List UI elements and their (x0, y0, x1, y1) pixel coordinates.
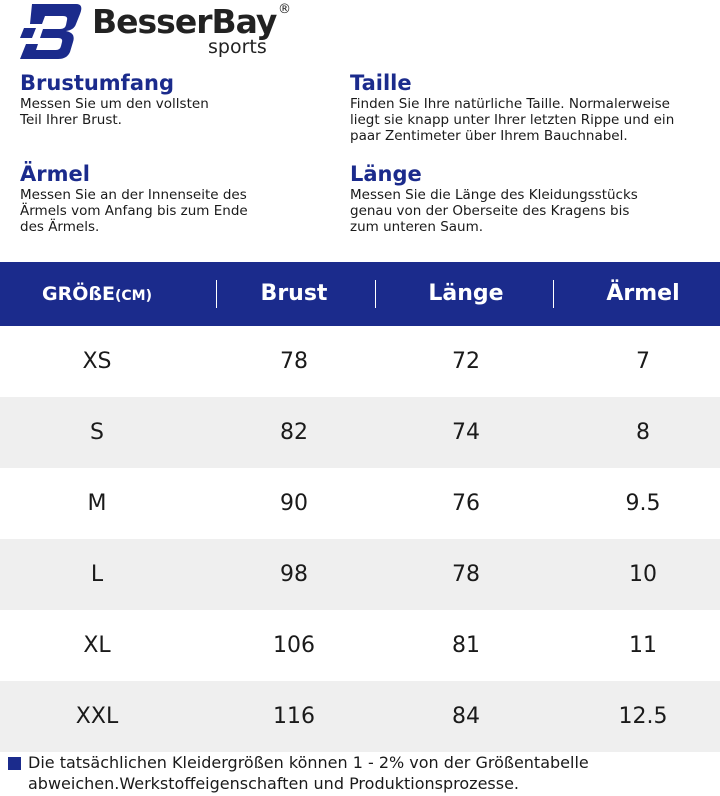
text-line: Messen Sie um den vollsten (20, 96, 209, 112)
header-text: Ärmel (606, 281, 680, 306)
registered-mark: ® (278, 2, 291, 17)
logo-icon (20, 4, 82, 59)
table-header: GRÖßE(CM) Brust Länge Ärmel (0, 262, 720, 326)
table-cell: 10 (629, 562, 657, 587)
header-cell: Brust (214, 262, 374, 326)
table-cell: XXL (75, 704, 119, 729)
table-cell: L (90, 562, 104, 587)
header-unit: (CM) (115, 288, 153, 304)
footnote-line: Die tatsächlichen Kleidergrößen können 1… (28, 753, 589, 772)
text-line: Ärmels vom Anfang bis zum Ende (20, 203, 248, 219)
table-row: M 90 76 9.5 (0, 468, 720, 539)
footnote: Die tatsächlichen Kleidergrößen können 1… (28, 752, 589, 794)
table-cell: 90 (280, 491, 308, 516)
table-cell: XL (83, 633, 111, 658)
bullet (8, 757, 21, 770)
header-cell: GRÖßE(CM) (17, 262, 177, 326)
table-cell: 78 (280, 349, 308, 374)
definition-title: Länge (350, 162, 422, 186)
table-cell: 7 (636, 349, 650, 374)
table-cell: 106 (273, 633, 315, 658)
table-cell: 72 (452, 349, 480, 374)
table-cell: 78 (452, 562, 480, 587)
header-cell: Ärmel (563, 262, 720, 326)
table-row: XXL 116 84 12.5 (0, 681, 720, 752)
brand-name: BesserBay (92, 2, 277, 41)
table-cell: 12.5 (618, 704, 668, 729)
table-row: XS 78 72 7 (0, 326, 720, 397)
text-line: liegt sie knapp unter Ihrer letzten Ripp… (350, 112, 675, 128)
separator (553, 280, 554, 308)
definition-title: Brustumfang (20, 71, 174, 95)
definition-title: Ärmel (20, 162, 90, 186)
definition: Taille Finden Sie Ihre natürliche Taille.… (350, 70, 700, 144)
definition-title: Taille (350, 71, 412, 95)
table-cell: 98 (280, 562, 308, 587)
table-cell: 9.5 (625, 491, 661, 516)
table-cell: XS (82, 349, 112, 374)
brand-sub: sports (208, 36, 267, 58)
text-line: paar Zentimeter über Ihrem Bauchnabel. (350, 128, 628, 144)
table-cell: 74 (452, 420, 480, 445)
text-line: Messen Sie an der Innenseite des (20, 187, 247, 203)
definition: Ärmel Messen Sie an der Innenseite des Ärm… (20, 161, 370, 235)
table-row: L 98 78 10 (0, 539, 720, 610)
text-line: zum unteren Saum. (350, 219, 484, 235)
header-text: Brust (260, 281, 328, 306)
definition-text: Messen Sie die Länge des Kleidungsstücks… (350, 187, 700, 235)
table-cell: 116 (273, 704, 315, 729)
text-line: Teil Ihrer Brust. (20, 112, 122, 128)
table-cell: 11 (629, 633, 657, 658)
header-text: Länge (428, 281, 504, 306)
footnote-line: abweichen.Werkstoffeigenschaften und Pro… (28, 774, 520, 793)
text-line: Messen Sie die Länge des Kleidungsstücks (350, 187, 638, 203)
header-text: GRÖßE (41, 283, 115, 305)
table-cell: M (87, 491, 107, 516)
table-row: S 82 74 8 (0, 397, 720, 468)
definition: Brustumfang Messen Sie um den vollsten Tei… (20, 70, 370, 128)
header-cell: Länge (386, 262, 546, 326)
text-line: genau von der Oberseite des Kragens bis (350, 203, 630, 219)
table-row: XL 106 81 11 (0, 610, 720, 681)
table-cell: 76 (452, 491, 480, 516)
separator (375, 280, 376, 308)
definition-text: Messen Sie an der Innenseite des Ärmels v… (20, 187, 370, 235)
definition-text: Messen Sie um den vollsten Teil Ihrer Bru… (20, 96, 370, 128)
text-line: Finden Sie Ihre natürliche Taille. Norma… (350, 96, 670, 112)
separator (216, 280, 217, 308)
table-cell: 81 (452, 633, 480, 658)
table-cell: S (90, 420, 104, 445)
definition: Länge Messen Sie die Länge des Kleidungss… (350, 161, 700, 235)
text-line: des Ärmels. (20, 219, 100, 235)
definition-text: Finden Sie Ihre natürliche Taille. Norma… (350, 96, 700, 144)
table-cell: 8 (636, 420, 650, 445)
table-cell: 82 (280, 420, 308, 445)
table-cell: 84 (452, 704, 480, 729)
